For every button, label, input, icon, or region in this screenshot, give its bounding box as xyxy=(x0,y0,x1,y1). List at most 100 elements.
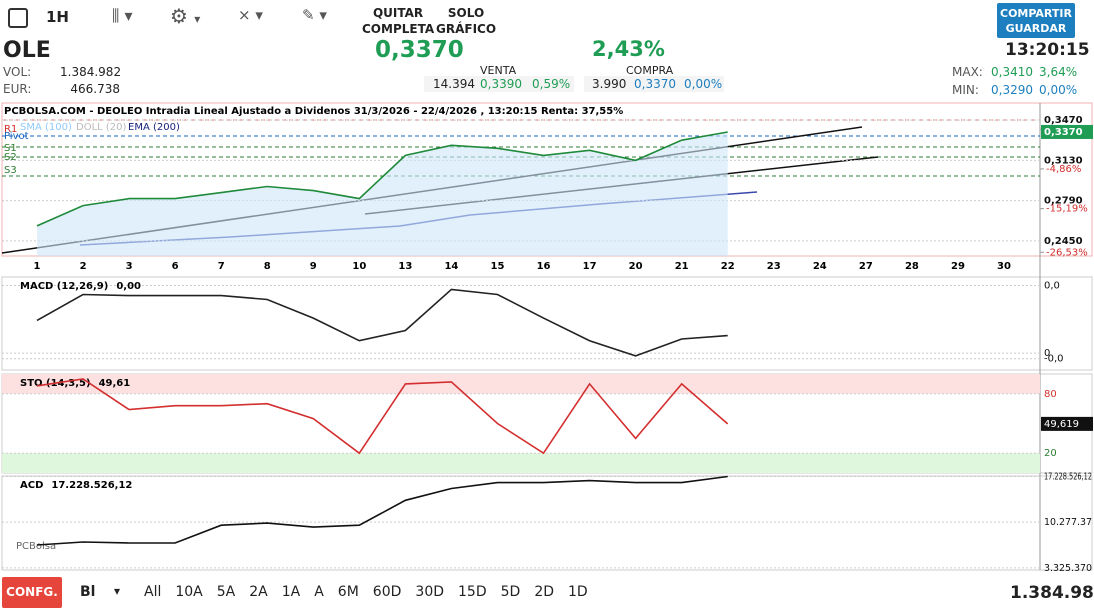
range-button[interactable]: 6M xyxy=(337,584,359,600)
settings-icon[interactable]: ⚙ ▾ xyxy=(170,4,201,28)
range-button[interactable]: 2A xyxy=(249,584,268,600)
x-tick-label: 24 xyxy=(813,261,827,272)
range-bar: All 10A 5A 2A 1A A 6M 60D 30D 15D 5D 2D 1D xyxy=(144,584,602,600)
legend-item: R1 xyxy=(4,124,17,135)
range-button[interactable]: 1D xyxy=(568,584,588,600)
legend-item: S3 xyxy=(4,165,17,176)
share-button[interactable]: COMPARTIR GUARDAR xyxy=(997,3,1075,38)
y-tick-label: 0,0 xyxy=(1044,280,1060,291)
sell-pct: 0,59% xyxy=(532,77,571,91)
range-button[interactable]: 1A xyxy=(281,584,301,600)
config-button[interactable]: CONFG. xyxy=(2,577,62,608)
eur: 466.738 xyxy=(70,82,120,96)
x-tick-label: 28 xyxy=(905,261,919,272)
legend-item: SMA (100) xyxy=(20,122,72,133)
range-button[interactable]: All xyxy=(144,584,162,600)
range-button[interactable]: 2D xyxy=(534,584,554,600)
price-area xyxy=(37,132,728,256)
sell-title: VENTA xyxy=(480,64,517,77)
range-button[interactable]: 60D xyxy=(372,584,402,600)
panel-title: MACD (12,26,9) xyxy=(20,281,108,292)
x-tick-label: 20 xyxy=(629,261,643,272)
x-tick-label: 22 xyxy=(721,261,735,272)
logo: PCBolsa xyxy=(16,541,56,552)
price: 0,3370 xyxy=(375,37,464,63)
x-tick-label: 23 xyxy=(767,261,781,272)
range-button[interactable]: 5D xyxy=(500,584,521,600)
x-tick-label: 3 xyxy=(126,261,133,272)
oversold-band xyxy=(2,453,1040,473)
min-label: MIN: xyxy=(952,83,979,97)
y-tick-label: 20 xyxy=(1044,448,1057,459)
y-tick-label: 10.277.37 xyxy=(1044,517,1092,528)
mode[interactable]: Bl xyxy=(80,584,96,600)
value-box-label: 49,619 xyxy=(1044,419,1079,430)
layout-icon[interactable] xyxy=(8,8,28,28)
price-box xyxy=(1041,124,1093,139)
indicators-icon[interactable]: ⨯ ▾ xyxy=(238,6,263,24)
x-tick-label: 10 xyxy=(352,261,366,272)
range-button[interactable]: 5A xyxy=(216,584,236,600)
quit-button[interactable]: QUITAR COMPLETA xyxy=(362,5,434,37)
solo-button[interactable]: SOLO GRÁFICO xyxy=(436,5,496,37)
x-tick-label: 30 xyxy=(997,261,1011,272)
min: 0,3290 xyxy=(991,83,1033,97)
buy-qty: 3.990 xyxy=(592,77,627,91)
overbought-band xyxy=(2,374,1040,394)
y-tick-label: -0,0 xyxy=(1044,354,1064,365)
legend-item: S2 xyxy=(4,152,17,163)
price-box-label: 0,3370 xyxy=(1044,127,1083,138)
x-tick-label: 29 xyxy=(951,261,965,272)
panel-value: 49,61 xyxy=(99,378,131,389)
eur-label: EUR: xyxy=(3,82,32,96)
y-tick-label: 0,2450 xyxy=(1044,236,1083,247)
legend-item: Pivot xyxy=(4,131,29,142)
y2-tick-label: -4,86% xyxy=(1046,164,1081,175)
max: 0,3410 xyxy=(991,65,1033,79)
y-tick-label: 0,3130 xyxy=(1044,155,1083,166)
mode-arrow[interactable]: ▾ xyxy=(114,584,121,598)
legend-item: DOLL (20) xyxy=(76,122,127,133)
buy-price: 0,3370 xyxy=(634,77,676,91)
time: 13:20:15 xyxy=(1005,40,1090,60)
y-tick-label: 0,2790 xyxy=(1044,196,1083,207)
buy-title: COMPRA xyxy=(626,64,674,77)
min-pct: 0,00% xyxy=(1039,83,1078,97)
y2-tick-label: -15,19% xyxy=(1046,204,1088,215)
range-button[interactable]: 10A xyxy=(175,584,203,600)
x-tick-label: 7 xyxy=(218,261,225,272)
y-tick-label: 0,3470 xyxy=(1044,115,1083,126)
vol: 1.384.982 xyxy=(60,65,122,79)
draw-icon[interactable]: ✎ ▾ xyxy=(302,6,327,24)
range-button[interactable]: A xyxy=(314,584,324,600)
label: GUARDAR xyxy=(1005,22,1067,35)
x-tick-label: 6 xyxy=(172,261,179,272)
series-line xyxy=(36,288,728,357)
sell-price: 0,3390 xyxy=(480,77,522,91)
range-button[interactable]: 30D xyxy=(415,584,445,600)
buy-pct: 0,00% xyxy=(684,77,723,91)
series-line xyxy=(36,131,728,227)
buy-row xyxy=(584,76,724,92)
x-tick-label: 2 xyxy=(80,261,87,272)
panel-value: 0,00 xyxy=(116,281,141,292)
candle-icon[interactable]: ⫼ ▾ xyxy=(112,6,133,25)
max-label: MAX: xyxy=(952,65,983,79)
label: GRÁFICO xyxy=(436,22,497,36)
panel-value: 17.228.526,12 xyxy=(51,480,132,491)
x-tick-label: 17 xyxy=(583,261,597,272)
max-pct: 3,64% xyxy=(1039,65,1078,79)
x-tick-label: 15 xyxy=(491,261,505,272)
acd-frame xyxy=(1,475,1093,571)
series-line xyxy=(36,475,728,546)
y-tick-label: 3.325.370 xyxy=(1044,563,1092,574)
x-tick-label: 1 xyxy=(34,261,41,272)
interval[interactable]: 1H xyxy=(46,8,69,26)
chart-title: PCBOLSA.COM - DEOLEO Intradia Lineal Aju… xyxy=(4,106,623,117)
x-tick-label: 14 xyxy=(444,261,458,272)
ticker: OLE xyxy=(3,38,51,63)
macd-frame xyxy=(1,276,1093,371)
range-button[interactable]: 15D xyxy=(458,584,487,600)
label: COMPLETA xyxy=(362,22,435,36)
